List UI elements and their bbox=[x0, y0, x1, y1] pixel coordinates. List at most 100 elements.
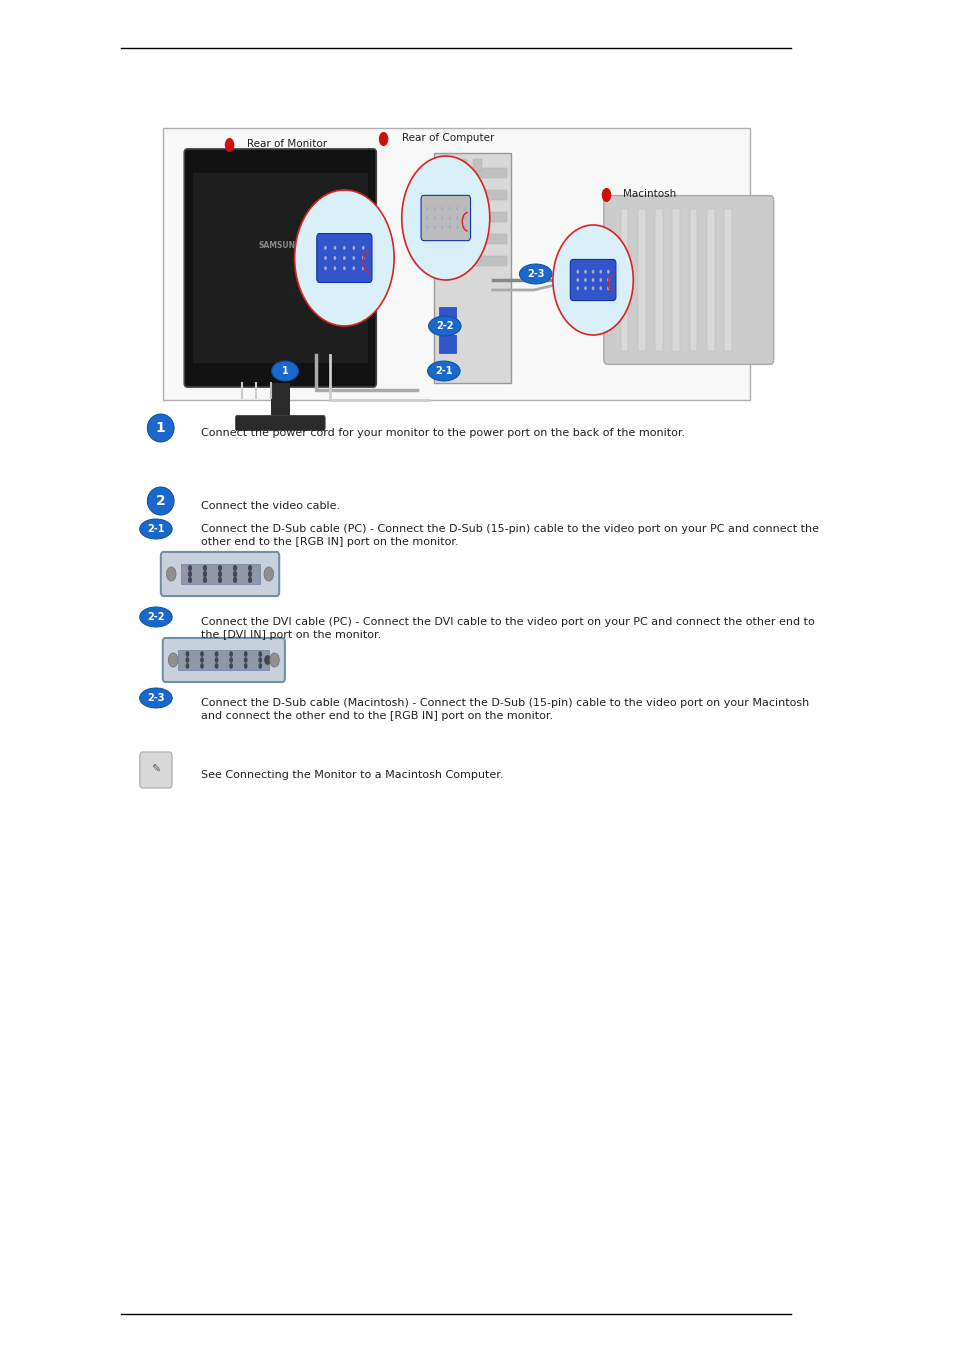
Circle shape bbox=[606, 270, 609, 274]
Circle shape bbox=[225, 138, 234, 153]
Circle shape bbox=[426, 216, 428, 220]
Text: Rear of Monitor: Rear of Monitor bbox=[247, 139, 327, 148]
Circle shape bbox=[334, 266, 335, 270]
FancyBboxPatch shape bbox=[438, 306, 456, 325]
Circle shape bbox=[440, 216, 443, 220]
Text: SAMSUNG: SAMSUNG bbox=[258, 240, 302, 250]
Circle shape bbox=[324, 266, 327, 270]
Circle shape bbox=[188, 576, 192, 583]
FancyBboxPatch shape bbox=[689, 209, 697, 351]
FancyBboxPatch shape bbox=[437, 256, 506, 266]
Circle shape bbox=[217, 564, 222, 571]
Circle shape bbox=[229, 657, 233, 663]
Circle shape bbox=[448, 207, 451, 211]
FancyBboxPatch shape bbox=[193, 173, 368, 363]
Circle shape bbox=[463, 225, 465, 230]
Circle shape bbox=[440, 207, 443, 211]
Circle shape bbox=[334, 256, 335, 261]
Circle shape bbox=[258, 657, 262, 663]
FancyBboxPatch shape bbox=[620, 209, 628, 351]
Ellipse shape bbox=[139, 608, 172, 626]
Circle shape bbox=[324, 246, 327, 250]
Circle shape bbox=[185, 651, 189, 657]
Text: Connect the DVI cable (PC) - Connect the DVI cable to the video port on your PC : Connect the DVI cable (PC) - Connect the… bbox=[201, 617, 814, 640]
FancyBboxPatch shape bbox=[271, 383, 290, 418]
Circle shape bbox=[270, 653, 279, 667]
Circle shape bbox=[448, 225, 451, 230]
Circle shape bbox=[576, 286, 578, 290]
Text: 1: 1 bbox=[155, 421, 166, 435]
Circle shape bbox=[426, 225, 428, 230]
Circle shape bbox=[456, 225, 458, 230]
FancyBboxPatch shape bbox=[184, 148, 375, 387]
Circle shape bbox=[229, 663, 233, 668]
Circle shape bbox=[591, 286, 594, 290]
FancyBboxPatch shape bbox=[437, 190, 506, 200]
Ellipse shape bbox=[553, 225, 633, 335]
Text: ✎: ✎ bbox=[152, 765, 160, 775]
Circle shape bbox=[214, 657, 218, 663]
FancyBboxPatch shape bbox=[161, 552, 279, 597]
Circle shape bbox=[217, 576, 222, 583]
FancyBboxPatch shape bbox=[437, 234, 506, 244]
Circle shape bbox=[258, 651, 262, 657]
Text: 2-2: 2-2 bbox=[147, 612, 165, 622]
Circle shape bbox=[583, 286, 586, 290]
Circle shape bbox=[343, 256, 345, 261]
Circle shape bbox=[188, 571, 192, 576]
Circle shape bbox=[433, 216, 436, 220]
Text: 2-3: 2-3 bbox=[147, 693, 165, 703]
FancyBboxPatch shape bbox=[437, 212, 506, 221]
Circle shape bbox=[576, 278, 578, 282]
Text: 2-1: 2-1 bbox=[435, 366, 452, 377]
Text: 2-1: 2-1 bbox=[147, 524, 165, 535]
Circle shape bbox=[352, 246, 355, 250]
Circle shape bbox=[606, 278, 609, 282]
FancyBboxPatch shape bbox=[655, 209, 662, 351]
Circle shape bbox=[334, 246, 335, 250]
Circle shape bbox=[233, 571, 237, 576]
FancyBboxPatch shape bbox=[456, 159, 466, 171]
FancyBboxPatch shape bbox=[437, 167, 506, 178]
Circle shape bbox=[456, 216, 458, 220]
Circle shape bbox=[214, 663, 218, 668]
Circle shape bbox=[426, 207, 428, 211]
FancyBboxPatch shape bbox=[672, 209, 679, 351]
Circle shape bbox=[352, 266, 355, 270]
Circle shape bbox=[343, 266, 345, 270]
Ellipse shape bbox=[401, 157, 489, 279]
Circle shape bbox=[598, 286, 601, 290]
Circle shape bbox=[248, 564, 252, 571]
Circle shape bbox=[188, 564, 192, 571]
Circle shape bbox=[583, 270, 586, 274]
FancyBboxPatch shape bbox=[706, 209, 714, 351]
Circle shape bbox=[185, 663, 189, 668]
Ellipse shape bbox=[272, 360, 298, 381]
Circle shape bbox=[598, 270, 601, 274]
Circle shape bbox=[244, 663, 248, 668]
FancyBboxPatch shape bbox=[180, 564, 259, 585]
Ellipse shape bbox=[428, 316, 460, 336]
FancyBboxPatch shape bbox=[441, 159, 451, 171]
Circle shape bbox=[203, 576, 207, 583]
Circle shape bbox=[591, 270, 594, 274]
FancyBboxPatch shape bbox=[438, 335, 456, 352]
FancyBboxPatch shape bbox=[162, 128, 749, 400]
Text: 2-2: 2-2 bbox=[436, 321, 453, 331]
Circle shape bbox=[343, 246, 345, 250]
Circle shape bbox=[601, 188, 611, 202]
Text: 2: 2 bbox=[155, 494, 166, 508]
Ellipse shape bbox=[147, 414, 173, 441]
Circle shape bbox=[203, 571, 207, 576]
Circle shape bbox=[361, 266, 364, 270]
Circle shape bbox=[233, 576, 237, 583]
Circle shape bbox=[166, 567, 176, 580]
Ellipse shape bbox=[139, 518, 172, 539]
Text: 2-3: 2-3 bbox=[526, 269, 544, 279]
FancyBboxPatch shape bbox=[420, 196, 470, 240]
Circle shape bbox=[440, 225, 443, 230]
Circle shape bbox=[448, 216, 451, 220]
Circle shape bbox=[244, 657, 248, 663]
Circle shape bbox=[200, 663, 204, 668]
Circle shape bbox=[214, 651, 218, 657]
